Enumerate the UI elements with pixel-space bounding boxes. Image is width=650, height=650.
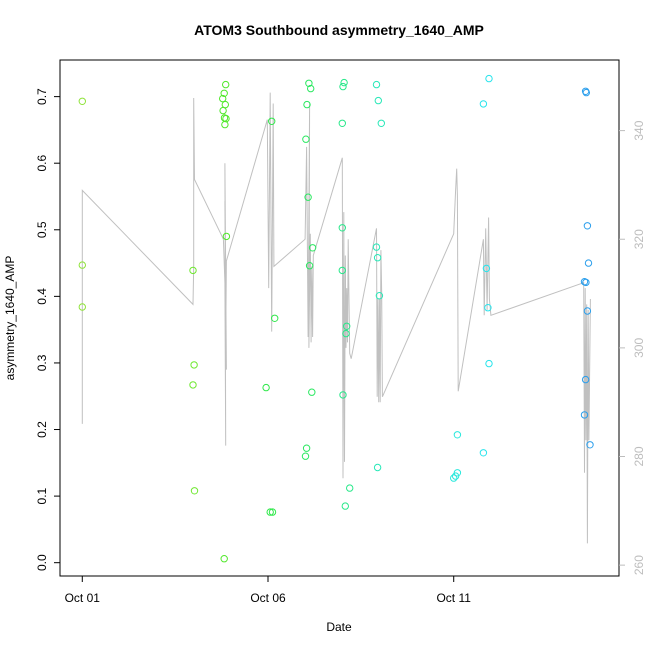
chart-title: ATOM3 Southbound asymmetry_1640_AMP — [194, 22, 484, 38]
data-point — [302, 444, 311, 452]
data-point — [479, 449, 488, 457]
x-tick-label: Oct 06 — [250, 591, 286, 605]
data-point — [451, 472, 460, 480]
data-point — [221, 100, 230, 109]
data-point — [219, 94, 227, 103]
data-point — [219, 106, 227, 115]
data-point — [340, 78, 348, 87]
data-point — [304, 193, 312, 201]
y-tick-label: 0.0 — [35, 554, 49, 571]
data-point — [374, 96, 382, 105]
y-tick-label: 0.6 — [35, 155, 49, 172]
x-tick-label: Oct 01 — [65, 591, 101, 605]
data-point — [301, 452, 310, 460]
data-point — [262, 383, 270, 392]
data-point — [346, 484, 354, 492]
y-tick-label: 0.4 — [35, 288, 49, 305]
data-point — [453, 431, 462, 439]
data-point — [581, 375, 590, 384]
data-point — [343, 322, 351, 330]
data-point — [485, 359, 493, 368]
data-point — [479, 100, 488, 108]
data-point — [341, 502, 349, 510]
data-point — [482, 264, 491, 273]
data-point — [190, 487, 199, 495]
plot-frame — [59, 59, 620, 577]
data-point — [220, 89, 228, 98]
data-point — [342, 329, 350, 338]
data-point — [586, 441, 594, 449]
data-point — [373, 463, 382, 472]
line-series — [81, 92, 591, 544]
data-point — [268, 508, 277, 516]
y-tick-label: 0.2 — [35, 421, 49, 438]
data-point — [305, 79, 313, 88]
data-point — [305, 262, 314, 270]
data-point — [339, 82, 347, 91]
y-tick-label: 0.5 — [35, 221, 49, 238]
y2-tick-label: 280 — [632, 446, 646, 466]
y-axis-label: asymmetry_1640_AMP — [3, 256, 17, 381]
y2-tick-label: 260 — [632, 555, 646, 575]
data-point — [377, 119, 385, 128]
data-point — [580, 411, 589, 419]
data-point — [582, 88, 590, 97]
data-point — [308, 244, 317, 252]
data-point — [266, 508, 274, 516]
x-tick-label: Oct 11 — [436, 591, 471, 605]
data-point — [582, 278, 590, 287]
data-point — [375, 292, 384, 300]
data-point — [584, 259, 593, 267]
data-point — [222, 80, 230, 89]
data-point — [338, 266, 346, 275]
line-series-path — [81, 92, 591, 544]
y2-tick-label: 340 — [632, 120, 646, 140]
axes: 0.0 0.1 0.2 0.3 0.4 0.5 0.6 0.7 260 280 300 320 340 O… — [35, 88, 646, 605]
data-point — [78, 97, 87, 106]
data-point — [222, 232, 231, 241]
data-point — [190, 361, 198, 369]
data-point — [450, 474, 458, 482]
data-point — [338, 119, 346, 128]
data-point — [484, 304, 492, 312]
data-point — [307, 84, 315, 93]
point-series — [78, 74, 594, 563]
y-tick-label: 0.7 — [35, 88, 49, 105]
x-axis-label: Date — [326, 620, 352, 634]
data-point — [308, 388, 316, 396]
data-point — [221, 120, 229, 129]
data-point — [583, 307, 592, 315]
y-tick-label: 0.1 — [35, 487, 49, 504]
data-point — [189, 266, 197, 275]
data-point — [372, 80, 381, 89]
y2-tick-label: 320 — [632, 229, 646, 249]
data-point — [373, 254, 382, 262]
data-point — [78, 303, 87, 311]
data-point — [485, 74, 493, 83]
data-point — [268, 117, 276, 126]
data-point — [302, 135, 310, 143]
y2-tick-label: 300 — [632, 338, 646, 358]
data-point — [78, 261, 87, 269]
data-point — [583, 222, 592, 230]
data-point — [303, 100, 311, 109]
data-point — [372, 243, 381, 251]
data-point — [189, 381, 197, 389]
data-point — [339, 391, 347, 399]
data-point — [271, 314, 279, 322]
y-tick-label: 0.3 — [35, 354, 49, 371]
data-point — [338, 224, 346, 232]
data-point — [220, 555, 228, 563]
